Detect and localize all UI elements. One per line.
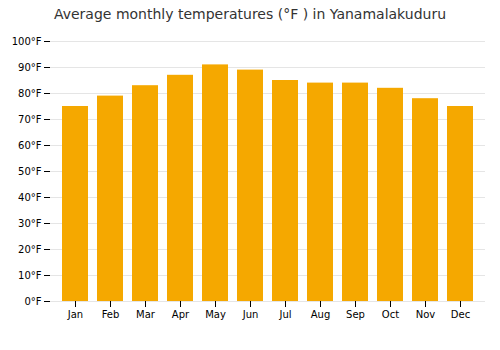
svg-text:May: May (205, 309, 226, 320)
svg-text:Jan: Jan (67, 309, 83, 320)
svg-text:Mar: Mar (136, 309, 156, 320)
svg-text:10°F: 10°F (18, 270, 42, 281)
svg-text:100°F: 100°F (12, 36, 42, 47)
svg-text:60°F: 60°F (18, 140, 42, 151)
svg-text:Dec: Dec (451, 309, 470, 320)
svg-text:Jul: Jul (278, 309, 291, 320)
svg-text:40°F: 40°F (18, 192, 42, 203)
svg-text:Feb: Feb (102, 309, 120, 320)
svg-text:0°F: 0°F (24, 296, 41, 307)
html-text:Average monthly temperatures (: Average monthly temperatures (°F ) in Ya… (53, 6, 447, 22)
svg-text:Oct: Oct (382, 309, 399, 320)
svg-text:Apr: Apr (172, 309, 190, 320)
svg-text:Sep: Sep (346, 309, 365, 320)
svg-text:Jun: Jun (242, 309, 259, 320)
svg-text:70°F: 70°F (18, 114, 42, 125)
svg-text:20°F: 20°F (18, 244, 42, 255)
svg-text:50°F: 50°F (18, 166, 42, 177)
svg-text:30°F: 30°F (18, 218, 42, 229)
svg-text:90°F: 90°F (18, 62, 42, 73)
svg-text:Aug: Aug (311, 309, 331, 320)
svg-text:80°F: 80°F (18, 88, 42, 99)
svg-text:Nov: Nov (416, 309, 436, 320)
